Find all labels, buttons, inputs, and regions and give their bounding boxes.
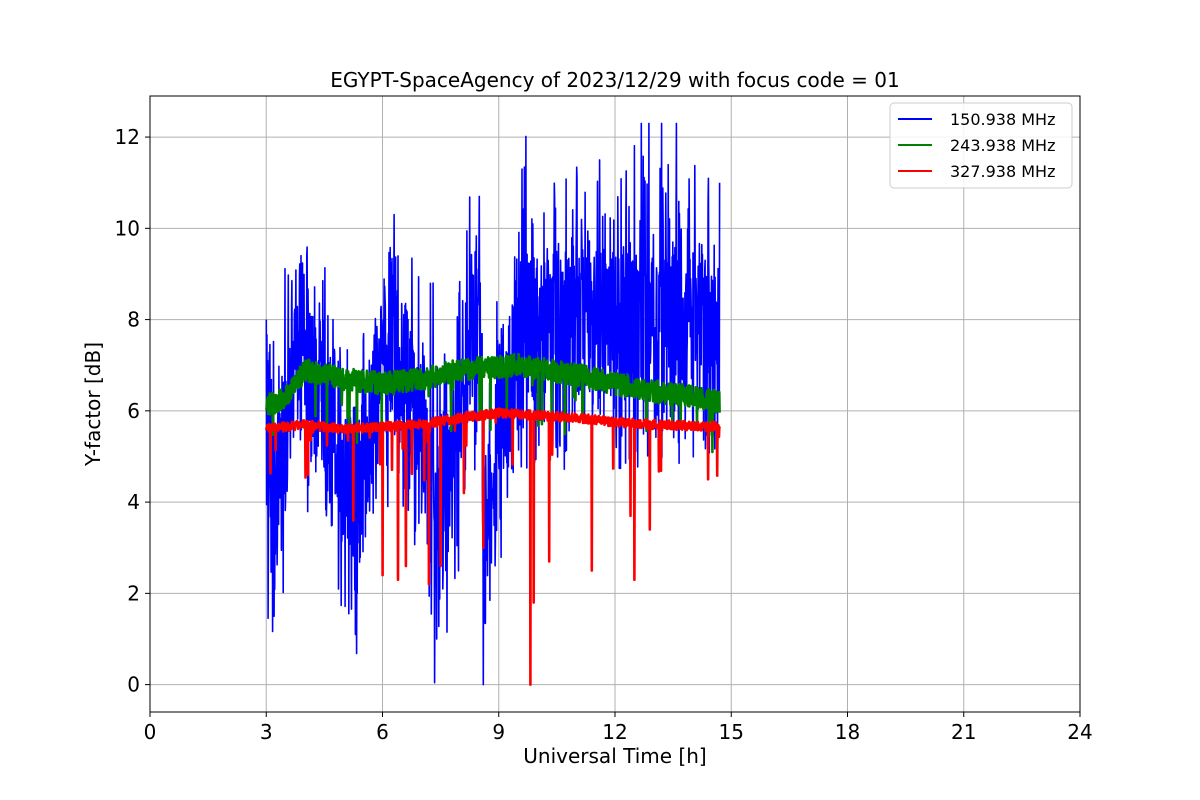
y-tick-label: 6 [127, 399, 140, 423]
x-axis-label: Universal Time [h] [523, 744, 706, 768]
y-tick-label: 4 [127, 490, 140, 514]
series-line-1 [265, 122, 721, 686]
y-tick-label: 2 [127, 581, 140, 605]
series-layer [265, 122, 721, 686]
x-tick-label: 9 [492, 720, 505, 744]
y-tick-label: 0 [127, 673, 140, 697]
legend: 150.938 MHz 243.938 MHz 327.938 MHz [889, 102, 1073, 189]
y-tick-label: 8 [127, 308, 140, 332]
legend-label: 150.938 MHz [950, 110, 1055, 129]
y-tick-label: 10 [115, 216, 140, 240]
legend-label: 327.938 MHz [950, 162, 1055, 181]
legend-label: 243.938 MHz [950, 136, 1055, 155]
x-tick-label: 3 [260, 720, 273, 744]
chart-title: EGYPT-SpaceAgency of 2023/12/29 with foc… [330, 68, 899, 92]
x-tick-label: 6 [376, 720, 389, 744]
series-line-3 [265, 407, 721, 686]
x-tick-label: 24 [1067, 720, 1092, 744]
x-tick-label: 0 [144, 720, 157, 744]
x-tick-label: 21 [951, 720, 976, 744]
series-line-2 [265, 352, 721, 454]
y-axis-label: Y-factor [dB] [81, 342, 105, 467]
x-tick-label: 15 [719, 720, 744, 744]
x-tick-label: 18 [835, 720, 860, 744]
y-tick-label: 12 [115, 125, 140, 149]
x-tick-label: 12 [602, 720, 627, 744]
legend-box [889, 102, 1073, 189]
